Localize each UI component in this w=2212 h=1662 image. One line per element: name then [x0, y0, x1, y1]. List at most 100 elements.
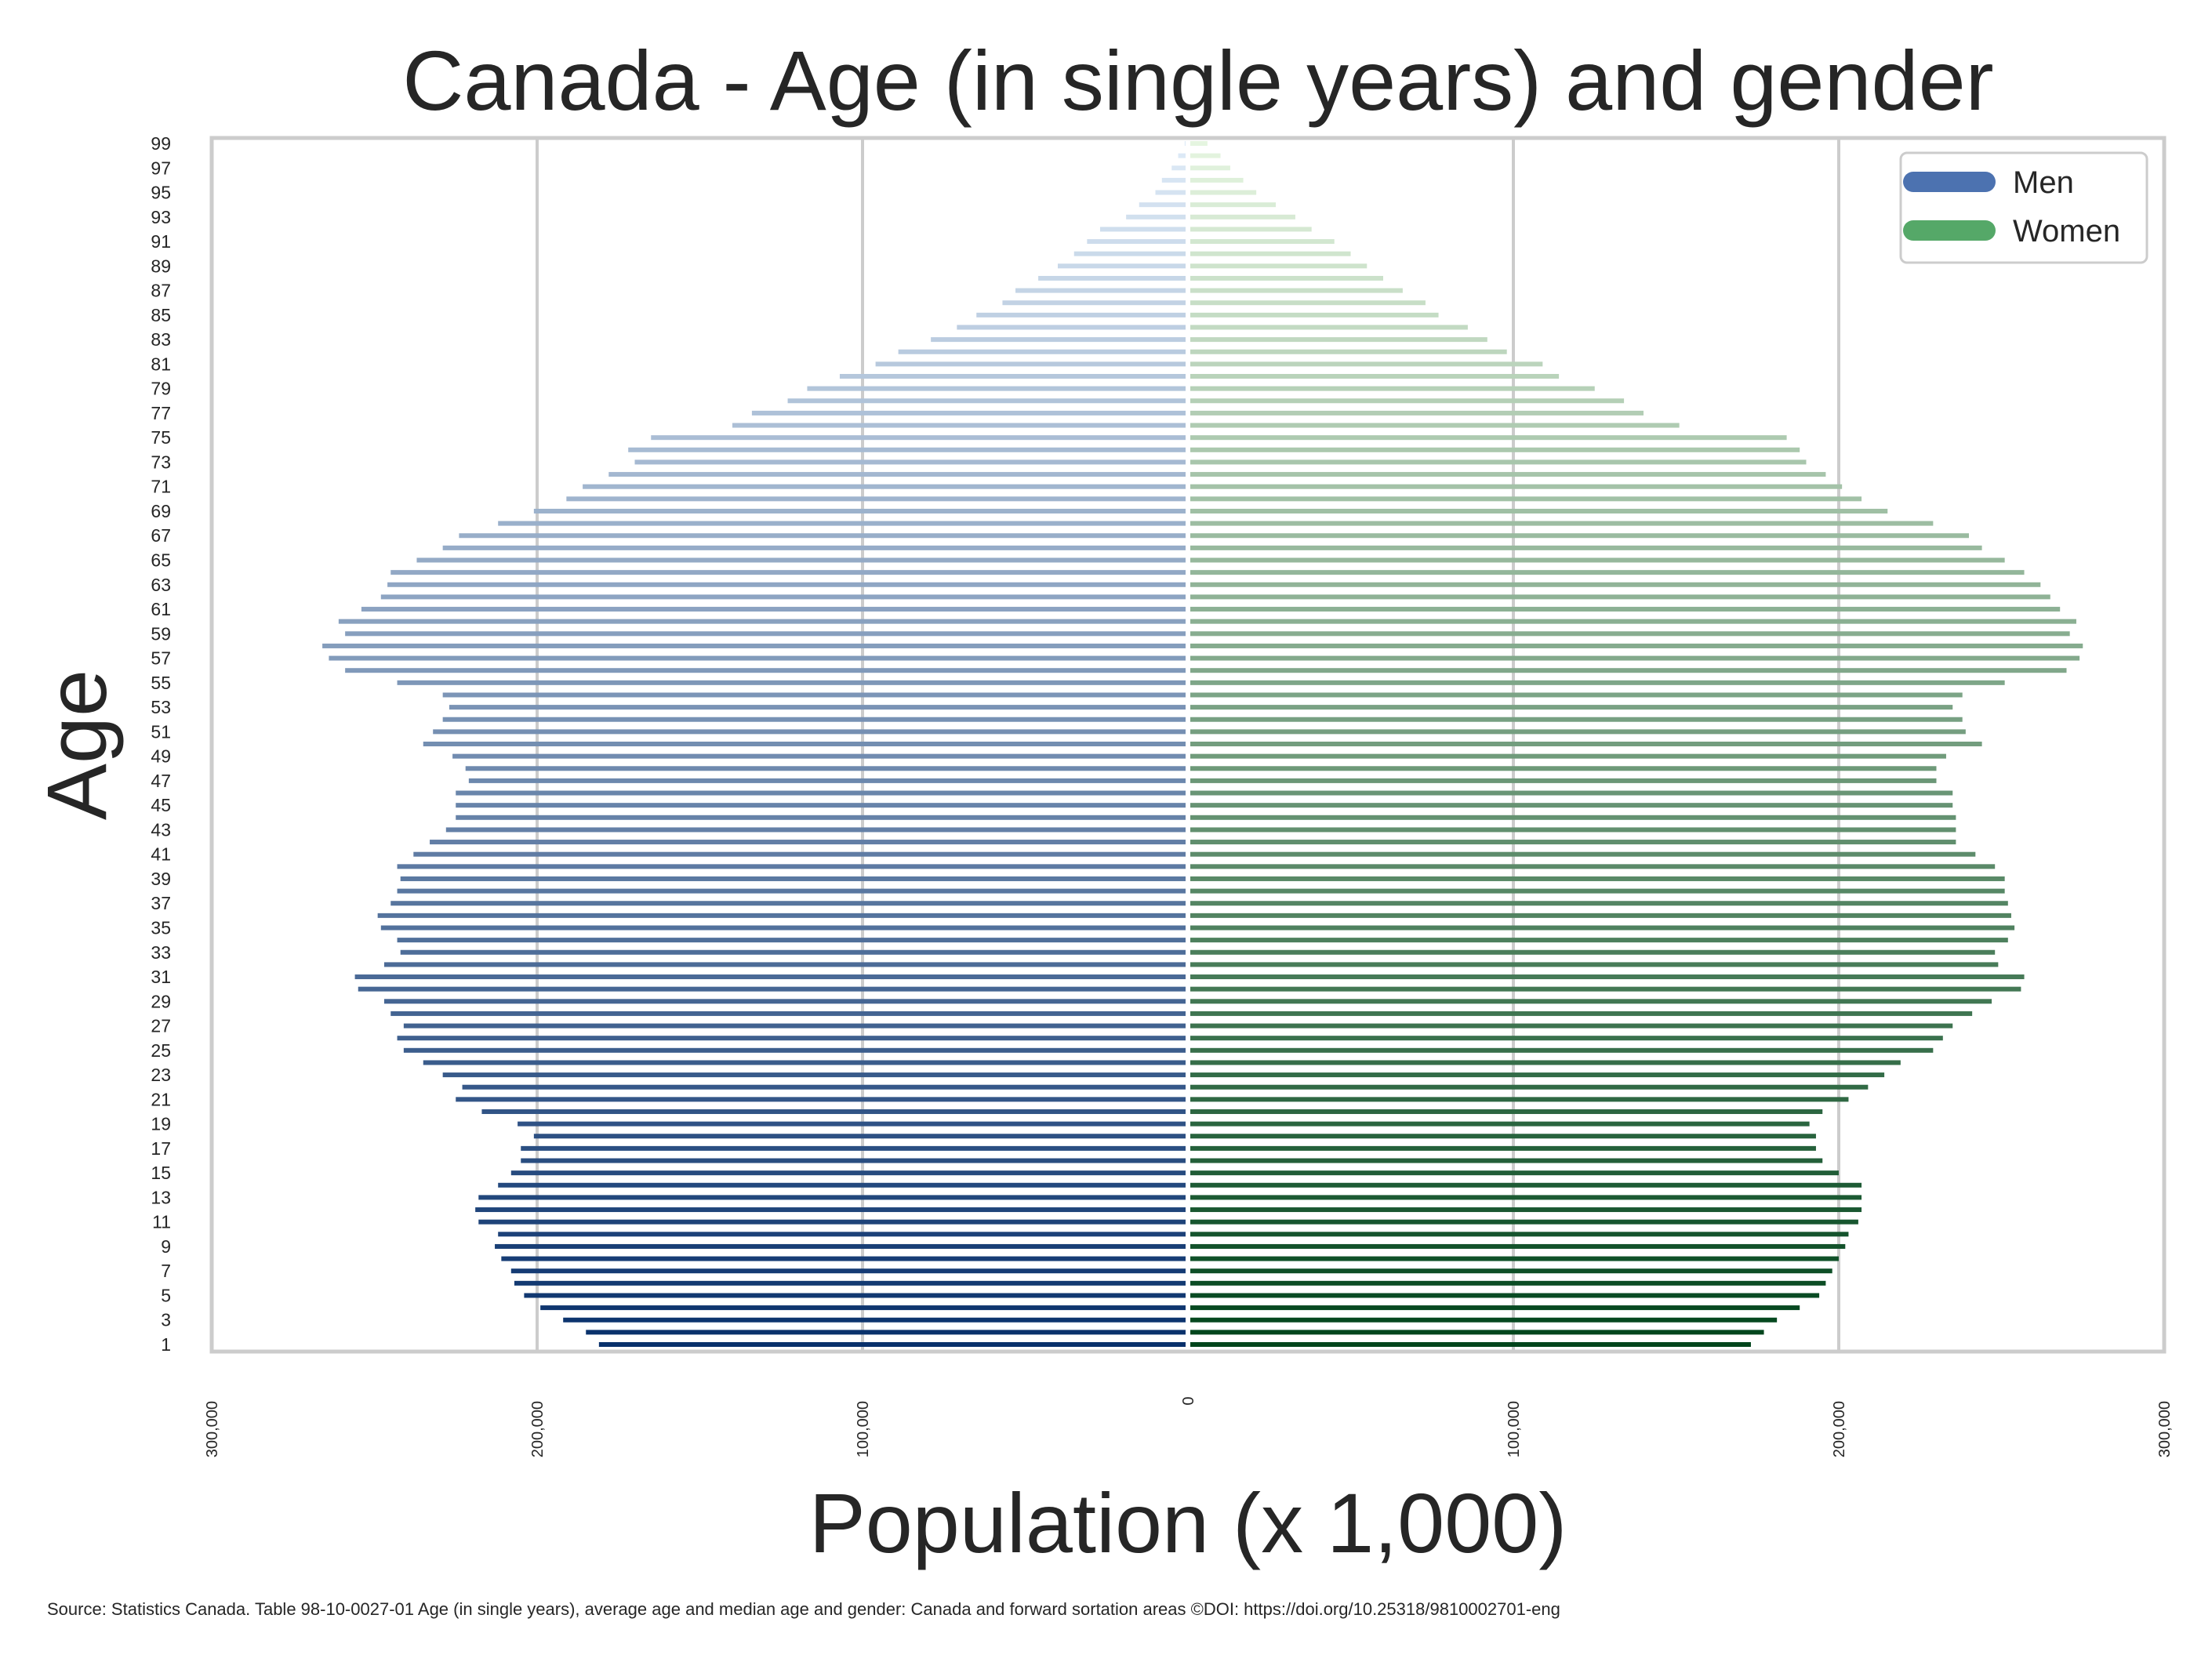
bar-women-age-20	[1190, 1109, 1823, 1114]
bar-men-age-89	[1058, 263, 1186, 269]
bar-women-age-43	[1190, 827, 1956, 833]
bar-women-age-81	[1190, 361, 1543, 367]
bar-women-age-66	[1190, 545, 1982, 550]
bar-men-age-91	[1087, 239, 1186, 245]
bar-women-age-3	[1190, 1317, 1778, 1323]
x-tick-label: 200,000	[529, 1401, 547, 1457]
bar-men-age-3	[563, 1317, 1186, 1323]
bar-women-age-27	[1190, 1023, 1953, 1029]
bar-women-age-5	[1190, 1293, 1820, 1298]
y-tick-label: 47	[151, 771, 171, 791]
bar-men-age-81	[875, 361, 1186, 367]
bar-women-age-29	[1190, 999, 1992, 1004]
bar-men-age-62	[380, 594, 1186, 600]
bar-men-age-61	[361, 607, 1186, 612]
bar-men-age-40	[397, 864, 1186, 869]
bar-women-age-7	[1190, 1268, 1832, 1274]
bar-men-age-78	[787, 398, 1186, 404]
y-tick-label: 43	[151, 819, 171, 840]
bar-men-age-10	[498, 1232, 1186, 1237]
bar-men-age-82	[898, 349, 1186, 354]
x-tick-labels: 300,000 200,000 100,000 0 100,000 200,000 300,…	[204, 1396, 2174, 1457]
bar-men-age-30	[358, 986, 1186, 992]
bar-women-age-54	[1190, 692, 1963, 698]
bar-women-age-65	[1190, 557, 2005, 563]
bar-women-age-97	[1190, 165, 1230, 171]
bar-women-age-48	[1190, 766, 1937, 771]
y-tick-label: 7	[161, 1261, 171, 1281]
bar-men-age-63	[387, 582, 1186, 587]
bar-women-age-8	[1190, 1256, 1839, 1261]
y-tick-label: 5	[161, 1285, 171, 1305]
y-tick-label: 53	[151, 697, 171, 717]
bar-men-age-41	[413, 851, 1186, 857]
y-tick-label: 25	[151, 1040, 171, 1061]
y-tick-label: 69	[151, 501, 171, 521]
y-tick-label: 37	[151, 893, 171, 913]
bar-men-age-18	[533, 1134, 1186, 1139]
bar-women-age-78	[1190, 398, 1625, 404]
bar-men-age-24	[423, 1060, 1186, 1065]
bar-women-age-83	[1190, 337, 1487, 343]
bar-men-age-6	[514, 1280, 1186, 1286]
y-tick-label: 27	[151, 1016, 171, 1036]
bar-men-age-38	[397, 888, 1186, 894]
bar-men-age-68	[498, 521, 1186, 526]
bar-women-age-94	[1190, 202, 1277, 208]
bar-women-age-95	[1190, 190, 1257, 195]
bar-men-age-25	[403, 1047, 1186, 1053]
bar-men-age-96	[1161, 177, 1186, 183]
bar-men-age-43	[445, 827, 1186, 833]
bar-men-age-83	[931, 337, 1186, 343]
y-tick-label: 11	[152, 1212, 171, 1232]
bar-men-age-67	[459, 533, 1186, 539]
bar-women-age-50	[1190, 742, 1982, 746]
bar-men-age-57	[329, 655, 1186, 661]
bar-women-age-98	[1190, 153, 1221, 158]
bar-men-age-55	[397, 680, 1186, 685]
bar-women-age-37	[1190, 901, 2008, 906]
x-tick-label: 0	[1180, 1396, 1197, 1405]
bar-men-age-21	[456, 1097, 1186, 1102]
bar-men-age-20	[481, 1109, 1186, 1114]
bar-men-age-74	[628, 447, 1186, 452]
bar-men-age-19	[518, 1121, 1186, 1127]
y-tick-label: 45	[151, 795, 171, 815]
bar-men-age-39	[400, 876, 1186, 881]
bar-men-age-88	[1038, 275, 1186, 281]
y-tick-label: 89	[151, 256, 171, 276]
bar-men-age-8	[501, 1256, 1186, 1261]
y-tick-label: 77	[151, 403, 171, 423]
bar-women-age-58	[1190, 643, 2083, 648]
y-tick-label: 93	[151, 207, 171, 227]
bar-men-age-23	[442, 1072, 1186, 1078]
bar-women-age-84	[1190, 325, 1468, 330]
bar-women-age-71	[1190, 484, 1843, 489]
bar-women-age-63	[1190, 582, 2041, 587]
bar-men-age-1	[598, 1342, 1186, 1347]
bar-men-age-97	[1171, 165, 1186, 171]
bar-women-age-39	[1190, 876, 2005, 881]
y-tick-label: 13	[151, 1187, 171, 1207]
bar-women-age-34	[1190, 938, 2008, 943]
bar-men-age-46	[456, 790, 1186, 796]
bar-men-age-58	[322, 643, 1186, 648]
x-tick-label: 100,000	[1506, 1401, 1523, 1457]
x-axis-label: Population (x 1,000)	[809, 1475, 1567, 1570]
y-tick-label: 87	[151, 281, 171, 301]
bar-men-age-64	[390, 570, 1186, 575]
legend-label-women: Women	[2013, 214, 2120, 249]
bar-women-age-76	[1190, 423, 1680, 428]
bar-women-age-92	[1190, 227, 1312, 232]
source-note: Source: Statistics Canada. Table 98-10-0…	[47, 1599, 1560, 1619]
bar-women-age-44	[1190, 815, 1956, 820]
bar-men-age-2	[586, 1330, 1186, 1335]
x-tick-label: 300,000	[204, 1401, 221, 1457]
y-tick-label: 85	[151, 305, 171, 325]
bar-men-age-42	[430, 840, 1186, 845]
y-tick-label: 63	[151, 575, 171, 595]
bar-women-age-60	[1190, 619, 2076, 624]
bar-men-age-95	[1155, 190, 1186, 195]
bar-men-age-9	[495, 1243, 1186, 1249]
bar-men-age-33	[400, 949, 1186, 955]
